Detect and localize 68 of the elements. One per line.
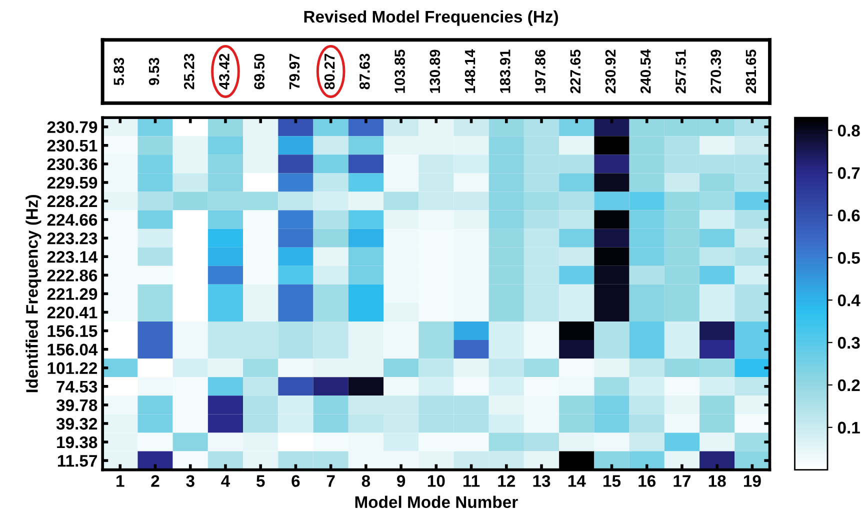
color-bar-label: 0.5 <box>838 252 860 264</box>
x-tick-label: 13 <box>533 475 550 487</box>
text: 240.54 <box>640 49 651 94</box>
y-tick-label: 221.29 <box>47 288 98 300</box>
color-bar-label: 0.2 <box>838 379 860 392</box>
y-tick-label: 101.22 <box>48 362 98 374</box>
text: 79.97 <box>289 54 300 90</box>
y-tick-label: 229.59 <box>47 176 98 189</box>
x-tick-label: 1 <box>116 475 124 487</box>
y-axis-title: Identified Frequency (Hz) <box>26 194 42 392</box>
chart-title: Revised Model Frequencies (Hz) <box>304 10 558 26</box>
text: 80.27 <box>324 54 335 90</box>
x-tick-label: 8 <box>362 475 370 487</box>
x-tick-label: 5 <box>256 475 265 487</box>
text: 197.86 <box>535 50 546 93</box>
y-tick-label: 223.23 <box>47 232 98 244</box>
x-tick-label: 10 <box>428 475 445 487</box>
x-tick-label: 9 <box>397 475 406 487</box>
x-tick-label: 7 <box>326 475 335 487</box>
color-bar-label: 0.3 <box>838 336 860 349</box>
x-tick-label: 3 <box>186 475 194 487</box>
y-tick-label: 222.86 <box>47 270 98 282</box>
y-tick-label: 156.04 <box>48 344 98 356</box>
x-tick-label: 19 <box>744 475 761 487</box>
y-tick-label: 223.14 <box>47 251 98 263</box>
text: 5.83 <box>114 58 124 86</box>
x-tick-label: 14 <box>568 475 586 487</box>
text: 87.63 <box>360 54 370 90</box>
color-bar-label: 0.6 <box>838 210 860 222</box>
x-tick-label: 12 <box>498 475 516 487</box>
text: 103.85 <box>394 50 405 93</box>
text: 25.23 <box>184 54 194 90</box>
y-tick-label: 39.78 <box>56 399 98 412</box>
text: 270.39 <box>710 50 722 94</box>
text: 257.51 <box>676 50 686 94</box>
x-axis-title: Model Mode Number <box>355 496 518 508</box>
y-tick-label: 230.51 <box>47 140 98 152</box>
y-tick-label: 39.32 <box>56 418 98 430</box>
text: 183.91 <box>500 50 510 93</box>
y-tick-label: 224.66 <box>47 214 98 226</box>
y-tick-label: 156.15 <box>48 325 98 337</box>
color-bar-label: 0.7 <box>838 167 860 179</box>
color-bar-label: 0.4 <box>838 294 860 306</box>
text: 227.65 <box>570 50 581 94</box>
y-tick-label: 19.38 <box>57 436 98 448</box>
text: 69.50 <box>254 54 265 90</box>
text: 281.65 <box>746 50 756 94</box>
y-tick-label: 74.53 <box>56 380 98 393</box>
x-tick-label: 18 <box>708 475 726 487</box>
x-tick-label: 17 <box>674 475 691 487</box>
text: 130.89 <box>430 50 440 93</box>
y-tick-label: 220.41 <box>47 306 98 318</box>
y-tick-label: 11.57 <box>58 455 97 467</box>
text: 9.53 <box>148 58 160 86</box>
color-bar-label: 0.1 <box>838 422 860 434</box>
y-tick-label: 230.79 <box>47 121 98 134</box>
x-tick-label: 11 <box>464 475 480 487</box>
x-tick-label: 6 <box>292 475 300 487</box>
x-tick-label: 16 <box>638 475 656 487</box>
y-tick-label: 230.36 <box>47 158 98 170</box>
text: 148.14 <box>464 49 476 93</box>
color-bar-label: 0.8 <box>838 124 860 137</box>
text: 230.92 <box>605 50 616 94</box>
x-tick-label: 2 <box>151 475 160 487</box>
x-tick-label: 4 <box>221 475 230 487</box>
y-tick-label: 228.22 <box>47 195 98 208</box>
x-tick-label: 15 <box>604 475 621 487</box>
text: 43.42 <box>219 54 230 90</box>
